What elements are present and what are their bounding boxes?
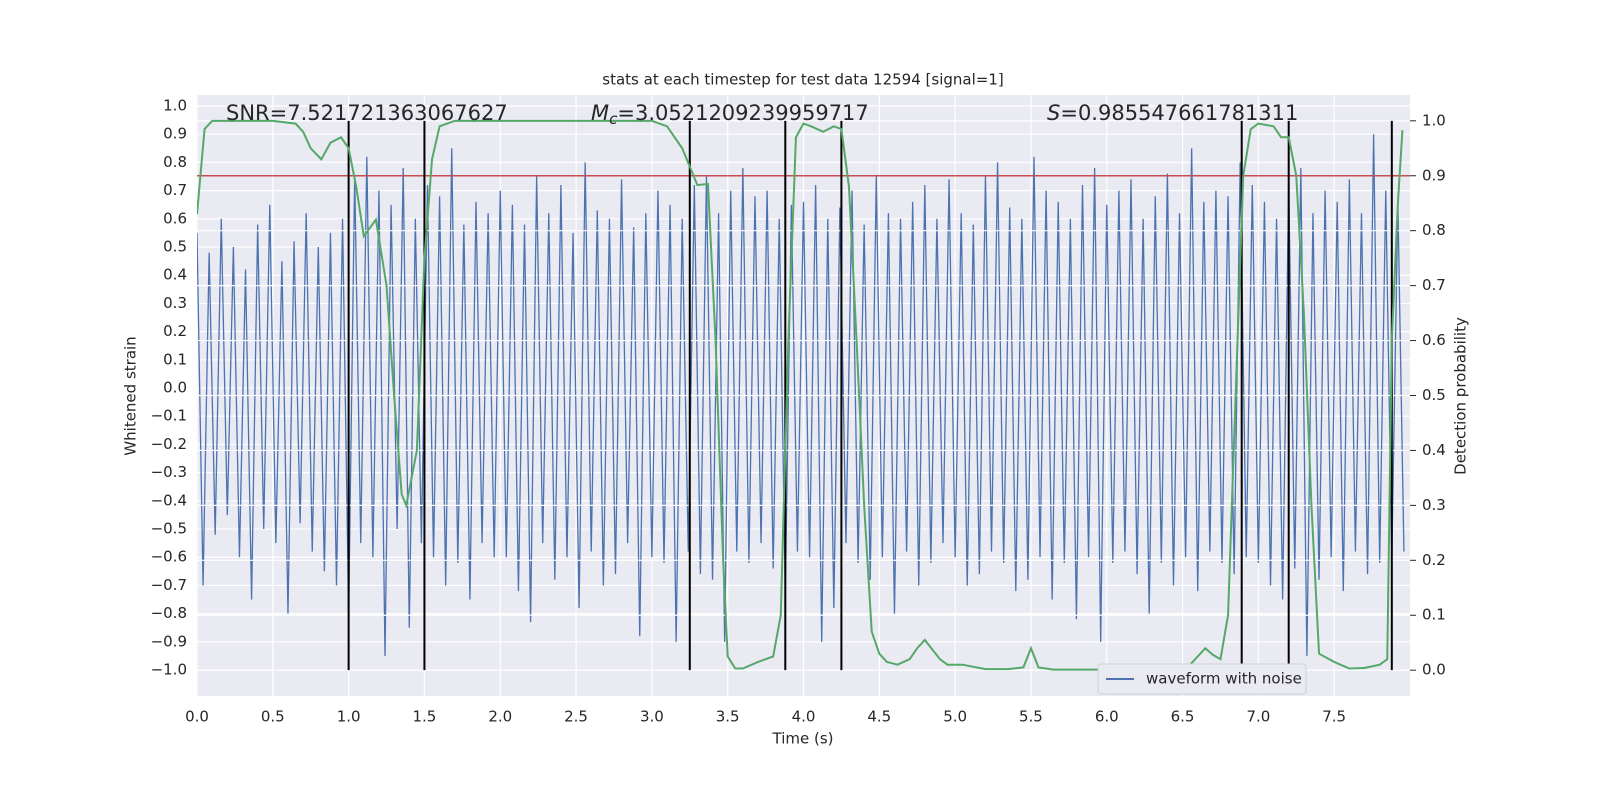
y2-tick-label: 0.0 <box>1422 661 1446 679</box>
x-tick-label: 3.5 <box>716 708 740 726</box>
annotation-symbol: M <box>591 101 609 125</box>
y-tick-label: 0.5 <box>163 238 187 256</box>
legend-label: waveform with noise <box>1146 670 1302 688</box>
y-tick-label: −0.3 <box>151 463 187 481</box>
y-tick-label: 0.6 <box>163 209 187 227</box>
y-tick-label: −0.9 <box>151 632 187 650</box>
y2-tick-label: 0.8 <box>1422 221 1446 239</box>
annotation-subscript: c <box>609 110 618 128</box>
x-tick-label: 7.0 <box>1246 708 1270 726</box>
y2-tick-label: 0.9 <box>1422 166 1446 184</box>
x-tick-label: 0.0 <box>185 708 209 726</box>
y2-axis-label: Detection probability <box>1452 317 1470 475</box>
legend-box <box>1097 663 1307 695</box>
x-tick-label: 5.5 <box>1019 708 1043 726</box>
y-tick-label: −0.5 <box>151 520 187 538</box>
y-tick-label: 0.8 <box>163 153 187 171</box>
y-tick-label: 0.4 <box>163 266 187 284</box>
y-tick-label: 0.1 <box>163 350 187 368</box>
annotation: S=0.985547661781311 <box>1047 101 1298 125</box>
x-tick-label: 6.5 <box>1171 708 1195 726</box>
line-series <box>197 134 1405 656</box>
x-tick-label: 3.0 <box>640 708 664 726</box>
x-tick-label: 4.5 <box>867 708 891 726</box>
y-tick-label: −0.1 <box>151 407 187 425</box>
x-tick-label: 2.5 <box>564 708 588 726</box>
x-tick-label: 1.5 <box>413 708 437 726</box>
y2-tick-label: 0.5 <box>1422 386 1446 404</box>
y-tick-label: 0.3 <box>163 294 187 312</box>
chart-title: stats at each timestep for test data 125… <box>602 71 1003 89</box>
x-tick-label: 0.5 <box>261 708 285 726</box>
x-tick-label: 5.0 <box>943 708 967 726</box>
x-tick-label: 4.0 <box>792 708 816 726</box>
y-tick-label: 1.0 <box>163 96 187 114</box>
x-axis-label: Time (s) <box>772 730 834 748</box>
annotation: Mc=3.0521209239959717 <box>591 101 869 128</box>
y-tick-label: −0.2 <box>151 435 187 453</box>
y-tick-label: −0.8 <box>151 604 187 622</box>
y-axis-label: Whitened strain <box>122 336 140 455</box>
y-tick-label: −0.6 <box>151 548 187 566</box>
y-tick-label: 0.9 <box>163 125 187 143</box>
y-tick-label: −0.7 <box>151 576 187 594</box>
annotation-symbol: S <box>1047 101 1060 125</box>
annotation-text: =3.0521209239959717 <box>617 101 868 125</box>
x-tick-label: 2.0 <box>488 708 512 726</box>
y2-tick-label: 0.6 <box>1422 331 1446 349</box>
y2-tick-label: 0.1 <box>1422 606 1446 624</box>
annotation-text: SNR=7.521721363067627 <box>226 101 508 125</box>
y-tick-label: 0.2 <box>163 322 187 340</box>
y2-tick-label: 0.4 <box>1422 441 1446 459</box>
y-tick-label: 0.7 <box>163 181 187 199</box>
y2-tick-label: 0.3 <box>1422 496 1446 514</box>
y-tick-label: 0.0 <box>163 379 187 397</box>
y2-tick-label: 1.0 <box>1422 111 1446 129</box>
y2-tick-label: 0.7 <box>1422 276 1446 294</box>
x-tick-label: 7.5 <box>1322 708 1346 726</box>
annotation-text: =0.985547661781311 <box>1060 101 1298 125</box>
y-tick-label: −0.4 <box>151 491 187 509</box>
line-series <box>197 119 1404 671</box>
annotation: SNR=7.521721363067627 <box>226 101 508 125</box>
x-tick-label: 6.0 <box>1095 708 1119 726</box>
y2-tick-label: 0.2 <box>1422 551 1446 569</box>
x-tick-label: 1.0 <box>337 708 361 726</box>
y-tick-label: −1.0 <box>151 661 187 679</box>
